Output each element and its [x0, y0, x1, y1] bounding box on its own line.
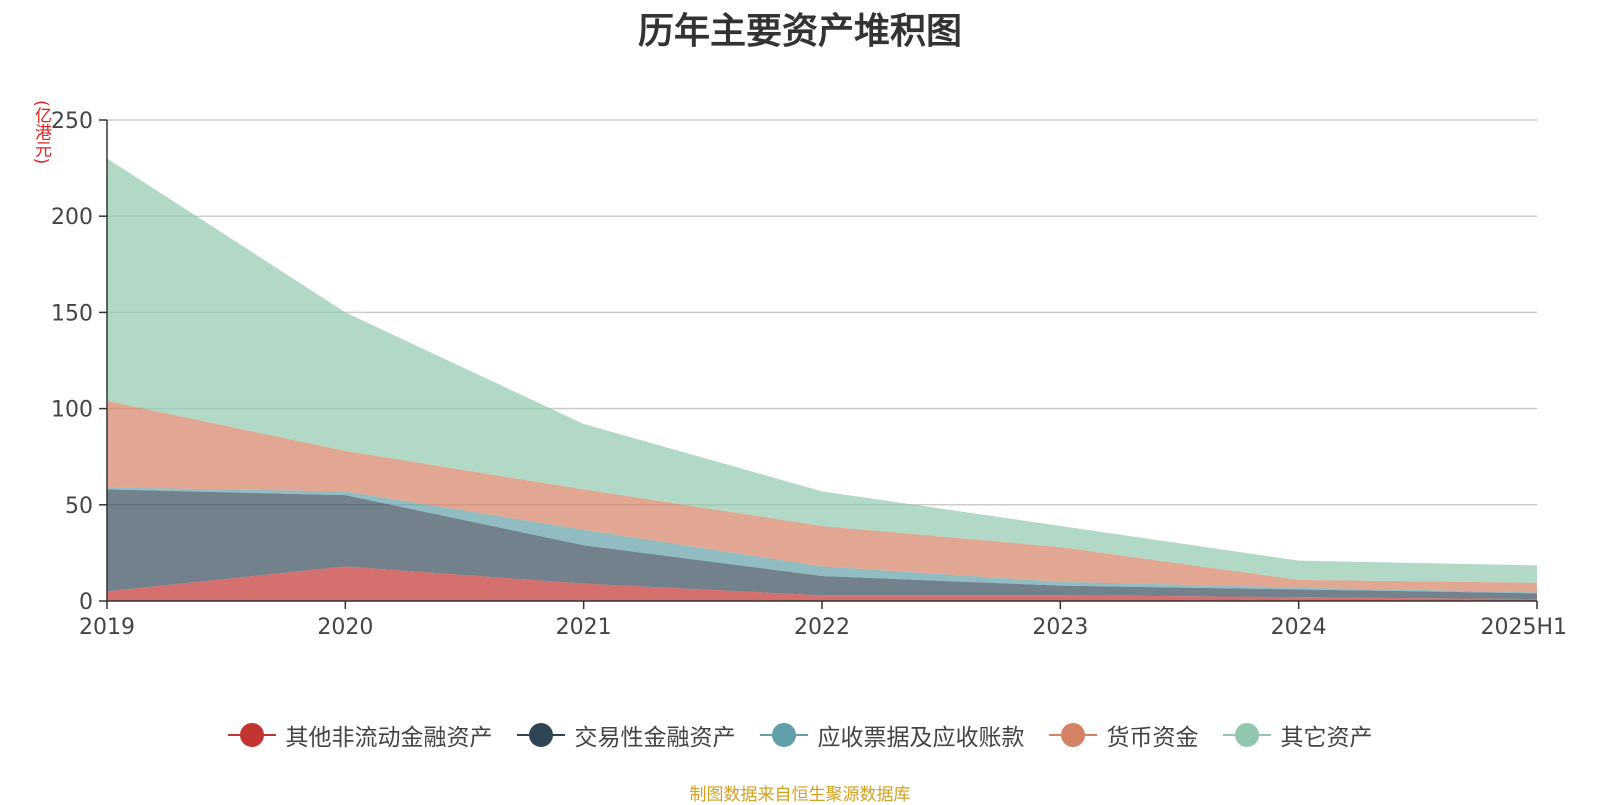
x-tick-label: 2023: [1032, 615, 1088, 640]
legend-item-4[interactable]: 货币资金: [1048, 718, 1199, 752]
x-tick-label: 2020: [317, 615, 373, 640]
legend-label: 应收票据及应收账款: [817, 725, 1025, 751]
legend-item-3[interactable]: 应收票据及应收账款: [759, 718, 1025, 752]
legend-marker: [1048, 723, 1097, 747]
legend-label: 其它资产: [1280, 725, 1373, 751]
x-tick-label: 2022: [794, 615, 850, 640]
y-tick-label: 250: [51, 109, 93, 134]
x-tick-label: 2021: [556, 615, 612, 640]
legend-marker: [516, 723, 565, 747]
data-source-note: 制图数据来自恒生聚源数据库: [689, 785, 911, 805]
legend: 其他非流动金融资产 交易性金融资产 应收票据及应收账款 货币资金 其它资产: [0, 718, 1600, 752]
legend-marker: [1222, 723, 1271, 747]
y-tick-label: 100: [51, 398, 93, 423]
legend-label: 货币资金: [1106, 725, 1199, 751]
area-series-4: [107, 400, 1537, 593]
legend-item-2[interactable]: 交易性金融资产: [516, 718, 736, 752]
chart-title: 历年主要资产堆积图: [637, 11, 962, 52]
y-tick-label: 50: [65, 494, 93, 519]
area-series: [107, 158, 1537, 601]
area-series-5: [107, 158, 1537, 583]
legend-label: 其他非流动金融资产: [285, 725, 493, 751]
area-series-2: [107, 489, 1537, 600]
legend-marker: [227, 723, 276, 747]
legend-item-5[interactable]: 其它资产: [1222, 718, 1373, 752]
y-tick-label: 0: [79, 590, 93, 615]
legend-marker: [759, 723, 808, 747]
stacked-area-chart: 0 50 100 150 200 250 2019 2020 2021 2022 2023 2024…: [51, 109, 1567, 640]
y-tick-label: 150: [51, 301, 93, 326]
x-tick-label: 2019: [79, 615, 135, 640]
y-axis-ticks: 0 50 100 150 200 250: [51, 109, 107, 615]
x-axis-ticks: 2019 2020 2021 2022 2023 2024 2025H1: [79, 601, 1567, 640]
area-series-1: [107, 566, 1537, 601]
x-tick-label: 2024: [1271, 615, 1327, 640]
legend-item-1[interactable]: 其他非流动金融资产: [227, 718, 493, 752]
x-tick-label: 2025H1: [1480, 615, 1567, 640]
y-tick-label: 200: [51, 205, 93, 230]
area-series-3: [107, 487, 1537, 594]
legend-label: 交易性金融资产: [574, 725, 736, 751]
y-axis-unit-label: (亿港元): [31, 100, 51, 165]
